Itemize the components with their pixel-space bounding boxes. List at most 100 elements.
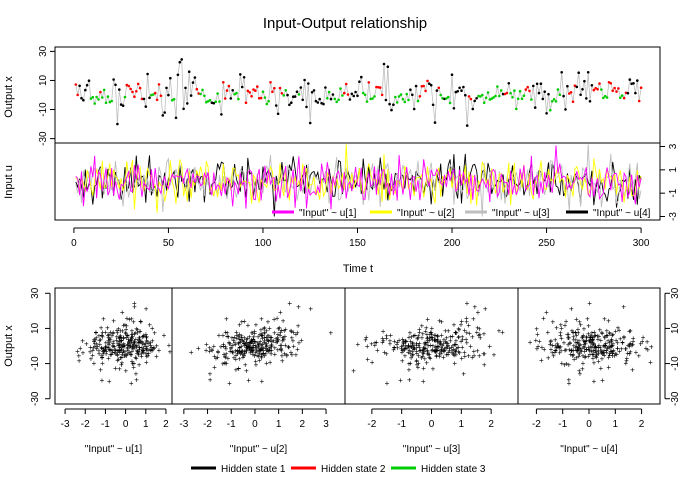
output-point xyxy=(439,93,443,97)
scatter-point: + xyxy=(478,333,483,342)
scatter-point: + xyxy=(137,337,142,346)
scatter-point: + xyxy=(596,335,601,344)
scatter-point: + xyxy=(622,332,627,341)
scatter-point: + xyxy=(606,317,611,326)
scatter-point: + xyxy=(619,345,624,354)
scatter-point: + xyxy=(247,344,252,353)
output-point xyxy=(482,101,486,104)
scatter-point: + xyxy=(269,333,274,342)
scatter-point: + xyxy=(477,325,482,334)
output-point xyxy=(169,76,172,80)
scatter-point: + xyxy=(268,343,273,352)
scatter-point: + xyxy=(280,352,285,361)
scatter-point: + xyxy=(439,347,444,356)
output-point xyxy=(82,98,85,102)
scatter-point: + xyxy=(138,337,143,346)
output-point xyxy=(581,88,584,91)
scatter-point: + xyxy=(251,339,256,348)
scatter-right-y-tick-label: -30 xyxy=(670,391,681,406)
scatter-point: + xyxy=(254,343,259,352)
output-point xyxy=(382,62,386,66)
scatter-point: + xyxy=(254,346,259,355)
scatter-point: + xyxy=(591,335,596,344)
scatter-point: + xyxy=(434,352,439,361)
scatter-point: + xyxy=(137,335,142,344)
scatter-point: + xyxy=(262,323,267,332)
output-point xyxy=(310,91,314,94)
scatter-point: + xyxy=(410,338,415,347)
scatter-point: + xyxy=(269,337,274,346)
scatter-point: + xyxy=(605,344,610,353)
output-point xyxy=(532,84,535,88)
scatter-point: + xyxy=(251,350,256,359)
output-point xyxy=(433,121,437,124)
output-point xyxy=(564,108,567,111)
scatter-point: + xyxy=(420,346,425,355)
scatter-point: + xyxy=(135,328,140,337)
scatter-point: + xyxy=(592,343,597,352)
scatter-point: + xyxy=(297,338,302,347)
scatter-point: + xyxy=(566,341,571,350)
scatter-point: + xyxy=(577,344,582,353)
scatter-point: + xyxy=(272,350,277,359)
scatter-point: + xyxy=(425,346,430,355)
scatter-point: + xyxy=(259,345,264,354)
scatter-point: + xyxy=(411,344,416,353)
scatter-point: + xyxy=(115,347,120,356)
scatter-point: + xyxy=(144,337,149,346)
scatter-point: + xyxy=(236,340,241,349)
output-point xyxy=(501,92,505,96)
output-point xyxy=(566,84,569,88)
scatter-point: + xyxy=(123,351,128,360)
output-point xyxy=(380,93,384,97)
scatter-point: + xyxy=(147,320,152,329)
output-point xyxy=(498,94,501,98)
scatter-point: + xyxy=(364,333,369,342)
scatter-point: + xyxy=(609,341,614,350)
output-point xyxy=(297,93,301,96)
scatter-point: + xyxy=(227,379,232,388)
scatter-point: + xyxy=(420,352,425,361)
scatter-point: + xyxy=(139,350,144,359)
scatter-point: + xyxy=(131,345,136,354)
scatter-point: + xyxy=(124,352,129,361)
scatter-point: + xyxy=(402,345,407,354)
scatter-point: + xyxy=(604,331,609,340)
output-point xyxy=(250,95,253,98)
scatter-point: + xyxy=(433,346,438,355)
output-point xyxy=(516,97,520,101)
scatter-point: + xyxy=(112,343,117,352)
scatter-point: + xyxy=(442,345,447,354)
scatter-point: + xyxy=(103,346,108,355)
scatter-point: + xyxy=(459,317,464,326)
scatter-point: + xyxy=(415,360,420,369)
scatter-point: + xyxy=(133,353,138,362)
scatter-point: + xyxy=(150,345,155,354)
scatter-point: + xyxy=(571,328,576,337)
scatter-point: + xyxy=(570,327,575,336)
output-point xyxy=(479,95,482,98)
output-point xyxy=(318,97,322,101)
scatter-point: + xyxy=(245,345,250,354)
output-point xyxy=(261,90,265,93)
scatter-point: + xyxy=(454,336,459,345)
scatter-point: + xyxy=(617,347,622,356)
scatter-point: + xyxy=(409,332,414,341)
scatter-point: + xyxy=(250,347,255,356)
scatter-point: + xyxy=(391,346,396,355)
scatter-point: + xyxy=(627,327,632,336)
scatter-point: + xyxy=(259,325,264,334)
scatter-point: + xyxy=(553,346,558,355)
scatter-point: + xyxy=(426,341,431,350)
output-point xyxy=(547,92,550,96)
scatter-point: + xyxy=(259,352,264,361)
scatter-point: + xyxy=(143,342,148,351)
input-series xyxy=(75,144,642,217)
scatter-point: + xyxy=(275,314,280,323)
scatter-point: + xyxy=(600,347,605,356)
scatter-point: + xyxy=(223,353,228,362)
scatter-point: + xyxy=(414,356,419,365)
scatter-point: + xyxy=(130,327,135,336)
output-point xyxy=(327,90,331,94)
scatter-point: + xyxy=(154,342,159,351)
